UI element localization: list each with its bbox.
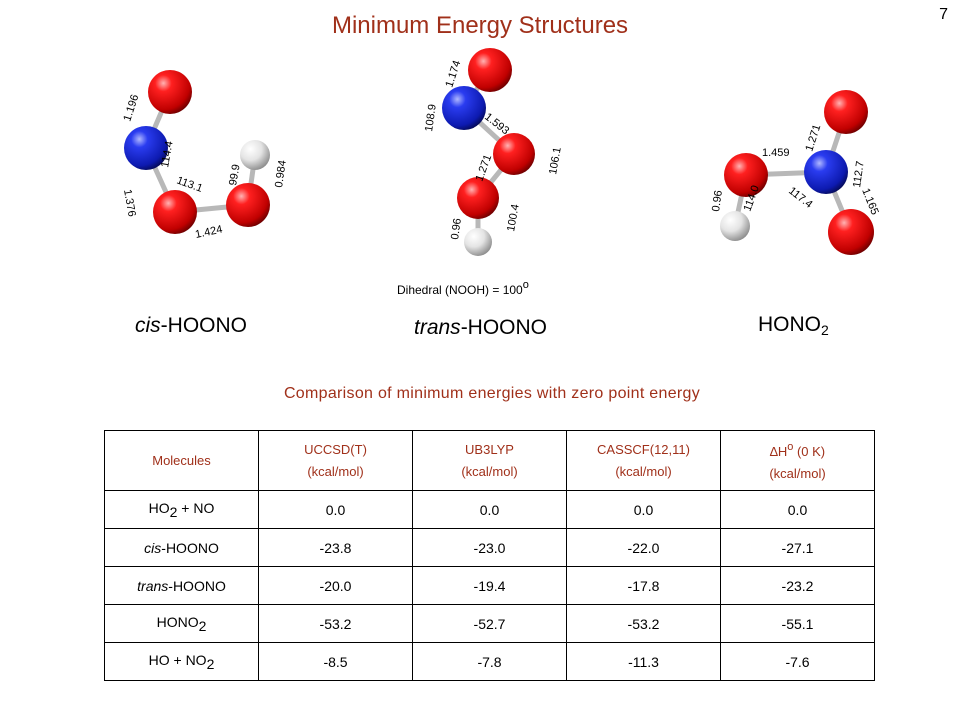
nitrogen-atom: [124, 126, 168, 170]
row-label: trans-HOONO: [104, 566, 259, 605]
table-row: HONO2 -53.2 -52.7 -53.2 -55.1: [104, 604, 875, 643]
bond-length-label: 1.593: [482, 111, 511, 137]
oxygen-atom: [226, 183, 270, 227]
energy-table: Molecules UCCSD(T) (kcal/mol) UB3LYP (kcal…: [104, 430, 875, 681]
bond-length-label: 1.376: [121, 188, 138, 217]
cell-value: 0.0: [258, 490, 413, 529]
bond-angle-label: 114.4: [159, 140, 175, 168]
trans-suffix: -HOONO: [460, 316, 548, 339]
nitrogen-atom: [804, 150, 848, 194]
bond-length-label: 1.424: [194, 223, 223, 240]
bond-angle-label: 100.4: [505, 203, 522, 232]
oxygen-atom: [828, 209, 874, 255]
hono2-model: 1.459 1.271 112.7 0.96 114.0 117.4 1.165: [710, 90, 881, 255]
cell-value: -53.2: [566, 604, 721, 643]
hydrogen-atom: [720, 211, 750, 241]
header-ub3lyp: UB3LYP (kcal/mol): [412, 430, 567, 491]
oxygen-atom: [724, 153, 768, 197]
trans-hoono-label: trans-HOONO: [414, 316, 547, 340]
row-label: HONO2: [104, 604, 259, 643]
cell-value: -53.2: [258, 604, 413, 643]
header-delta-h: ∆Ho (0 K) (kcal/mol): [720, 430, 875, 491]
row-label: HO + NO2: [104, 642, 259, 681]
dihedral-note: Dihedral (NOOH) = 100o: [397, 279, 529, 297]
header-uccsd: UCCSD(T) (kcal/mol): [258, 430, 413, 491]
molecule-structures-figure: 1.196 114.4 1.376 113.1 99.9 0.984 1.424…: [121, 48, 881, 256]
comparison-title: Comparison of minimum energies with zero…: [283, 385, 701, 402]
page-number: 7: [939, 6, 948, 23]
cell-value: -55.1: [720, 604, 875, 643]
cis-hoono-model: 1.196 114.4 1.376 113.1 99.9 0.984 1.424: [121, 70, 289, 241]
cell-value: -17.8: [566, 566, 721, 605]
bond-angle-label: 112.7: [851, 160, 867, 188]
bond-length-label: 1.174: [443, 59, 463, 89]
oxygen-atom: [468, 48, 512, 92]
bond-length-label: 1.459: [762, 147, 790, 159]
header-casscf: CASSCF(12,11) (kcal/mol): [566, 430, 721, 491]
header-molecules: Molecules: [104, 430, 259, 491]
bond-angle-label: 108.9: [423, 103, 439, 132]
nitrogen-atom: [442, 86, 486, 130]
oxygen-atom: [153, 190, 197, 234]
bond-length-label: 0.96: [710, 190, 725, 213]
table-row: cis-HOONO -23.8 -23.0 -22.0 -27.1: [104, 528, 875, 567]
row-label: cis-HOONO: [104, 528, 259, 567]
oxygen-atom: [824, 90, 868, 134]
oxygen-atom: [457, 177, 499, 219]
bond-length-label: 0.96: [449, 218, 464, 241]
bond-length-label: 1.196: [121, 93, 141, 123]
cell-value: -22.0: [566, 528, 721, 567]
hono2-label: HONO2: [758, 313, 829, 338]
cis-hoono-label: cis-HOONO: [135, 314, 247, 338]
cell-value: -23.8: [258, 528, 413, 567]
cell-value: 0.0: [720, 490, 875, 529]
oxygen-atom: [148, 70, 192, 114]
bond-angle-label: 106.1: [547, 146, 564, 175]
dihedral-note-degree: o: [522, 279, 529, 291]
cis-suffix: -HOONO: [160, 314, 247, 337]
cell-value: -11.3: [566, 642, 721, 681]
cell-value: -7.8: [412, 642, 567, 681]
table-header-row: Molecules UCCSD(T) (kcal/mol) UB3LYP (kcal…: [104, 430, 875, 491]
cell-value: 0.0: [566, 490, 721, 529]
hydrogen-atom: [240, 140, 270, 170]
trans-prefix: trans: [414, 316, 461, 339]
cell-value: -20.0: [258, 566, 413, 605]
cell-value: 0.0: [412, 490, 567, 529]
bond-angle-label: 117.4: [786, 185, 814, 211]
cell-value: -23.2: [720, 566, 875, 605]
cell-value: -7.6: [720, 642, 875, 681]
cell-value: -27.1: [720, 528, 875, 567]
cis-prefix: cis: [135, 314, 161, 337]
table-row: HO2 + NO 0.0 0.0 0.0 0.0: [104, 490, 875, 529]
oxygen-atom: [493, 133, 535, 175]
cell-value: -52.7: [412, 604, 567, 643]
bond-length-label: 0.984: [273, 159, 289, 188]
cell-value: -23.0: [412, 528, 567, 567]
trans-hoono-model: 1.174 108.9 1.593 1.271 106.1 100.4 0.96: [423, 48, 564, 256]
table-row: trans-HOONO -20.0 -19.4 -17.8 -23.2: [104, 566, 875, 605]
hono2-subscript: 2: [821, 322, 829, 338]
dihedral-note-text: Dihedral (NOOH) = 100: [397, 283, 523, 297]
bond-length-label: 1.271: [803, 123, 823, 153]
slide-title: Minimum Energy Structures: [331, 12, 629, 39]
hono2-main: HONO: [758, 313, 821, 336]
hydrogen-atom: [464, 228, 492, 256]
cell-value: -8.5: [258, 642, 413, 681]
bond-angle-label: 99.9: [227, 163, 243, 186]
table-row: HO + NO2 -8.5 -7.8 -11.3 -7.6: [104, 642, 875, 681]
row-label: HO2 + NO: [104, 490, 259, 529]
cell-value: -19.4: [412, 566, 567, 605]
